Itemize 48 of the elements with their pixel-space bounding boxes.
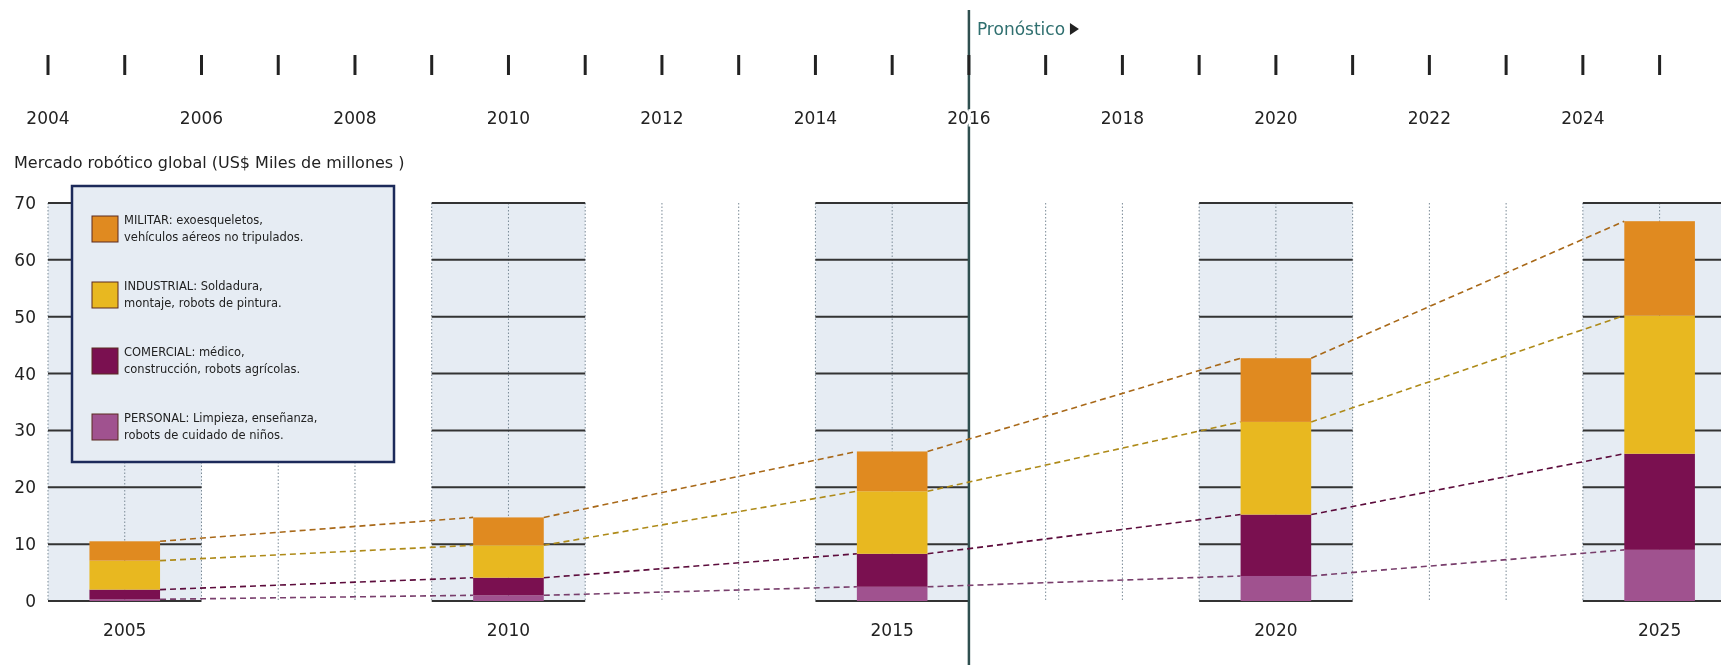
bar — [856, 451, 928, 492]
y-tick-label: 30 — [14, 420, 36, 441]
y-axis-title: Mercado robótico global (US$ Miles de millones ) — [14, 153, 405, 172]
x2-tick-label: 2004 — [26, 108, 70, 128]
x2-tick-label: 2012 — [640, 108, 684, 128]
y-tick-label: 10 — [14, 534, 36, 555]
legend-label: INDUSTRIAL: Soldadura, montaje, robots de pintura. — [124, 279, 282, 310]
bar — [89, 589, 161, 600]
bar — [1240, 358, 1312, 422]
x2-tick-label: 2024 — [1561, 108, 1605, 128]
y-tick-label: 50 — [14, 306, 36, 327]
x-tick-label: 2015 — [870, 620, 914, 640]
bar — [856, 586, 928, 601]
bar — [1624, 453, 1695, 550]
bar — [1624, 549, 1695, 601]
legend-label: PERSONAL: Limpieza, enseñanza, robots de cuidado de niños. — [124, 411, 318, 442]
x2-tick-label: 2022 — [1407, 108, 1452, 128]
ref-line-label: Pronóstico — [976, 19, 1066, 39]
bar — [1240, 421, 1312, 515]
legend-label: COMERCIAL: médico, construcción, robots agrícolas. — [124, 345, 301, 376]
x2-tick-label: 2006 — [179, 108, 224, 128]
y-tick-label: 20 — [14, 477, 36, 498]
bar — [89, 560, 161, 590]
y-tick-label: 40 — [14, 363, 36, 384]
y-tick-label: 0 — [25, 590, 36, 611]
bar — [473, 595, 544, 601]
x-tick-label: 2005 — [103, 620, 147, 640]
bar — [1240, 575, 1312, 601]
bar — [1240, 514, 1312, 576]
bar — [1624, 315, 1695, 454]
bar — [473, 545, 544, 578]
x2-tick-label: 2014 — [793, 108, 838, 128]
bar — [856, 491, 928, 554]
y-tick-label: 70 — [14, 192, 36, 213]
x2-tick-label: 2010 — [486, 108, 531, 128]
x2-tick-label: 2020 — [1254, 108, 1298, 128]
bar — [89, 541, 161, 561]
x2-tick-label: 2008 — [333, 108, 377, 128]
y-tick-label: 60 — [14, 249, 36, 270]
bar — [473, 517, 544, 546]
x-tick-label: 2020 — [1254, 620, 1298, 640]
bar — [473, 577, 544, 596]
x-tick-label: 2025 — [1637, 620, 1682, 640]
x-tick-label: 2010 — [486, 620, 531, 640]
x2-tick-label: 2018 — [1100, 108, 1145, 128]
legend-label: MILITAR: exoesqueletos, vehículos aéreos no tripulados. — [124, 213, 304, 244]
bar — [856, 553, 928, 587]
bar — [1624, 221, 1695, 316]
